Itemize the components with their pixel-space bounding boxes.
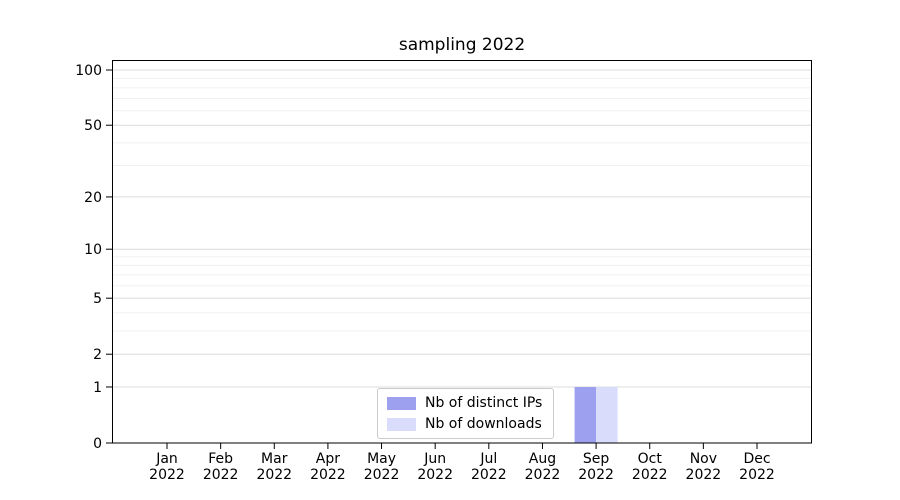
y-tick-label: 100 [75, 63, 102, 79]
y-tick-label: 0 [93, 436, 102, 452]
legend-item-distinct-ips: Nb of distinct IPs [387, 396, 542, 410]
x-tick-label: Aug 2022 [525, 451, 561, 483]
y-tick-label: 2 [93, 347, 102, 363]
x-tick-label: Jan 2022 [149, 451, 185, 483]
gridlines [112, 69, 812, 388]
y-tick-label: 5 [93, 291, 102, 307]
x-tick-label: Jul 2022 [471, 451, 507, 483]
y-tick-label: 50 [84, 118, 102, 134]
bar-distinct-ips [574, 386, 597, 443]
y-tick-label: 1 [93, 380, 102, 396]
y-tick-label: 20 [84, 190, 102, 206]
x-tick-label: Feb 2022 [203, 451, 239, 483]
x-tick-label: Dec 2022 [739, 451, 775, 483]
x-tick-label: Sep 2022 [578, 451, 614, 483]
legend-swatch-distinct-ips [387, 396, 416, 410]
x-tick-label: Jun 2022 [417, 451, 453, 483]
x-tick-label: Mar 2022 [256, 451, 292, 483]
x-tick-label: Oct 2022 [632, 451, 668, 483]
x-tick-label: Apr 2022 [310, 451, 346, 483]
legend-label-downloads: Nb of downloads [425, 416, 542, 432]
y-tick-label: 10 [84, 242, 102, 258]
legend-label-distinct-ips: Nb of distinct IPs [425, 395, 543, 411]
legend-swatch-downloads [387, 417, 416, 431]
legend-item-downloads: Nb of downloads [387, 417, 542, 431]
x-tick-label: May 2022 [364, 451, 400, 483]
x-tick-label: Nov 2022 [686, 451, 722, 483]
bar-downloads [596, 386, 618, 443]
plot-frame [112, 60, 812, 444]
legend: Nb of distinct IPs Nb of downloads [377, 388, 555, 439]
bars [574, 386, 618, 443]
chart-title: sampling 2022 [399, 35, 525, 55]
